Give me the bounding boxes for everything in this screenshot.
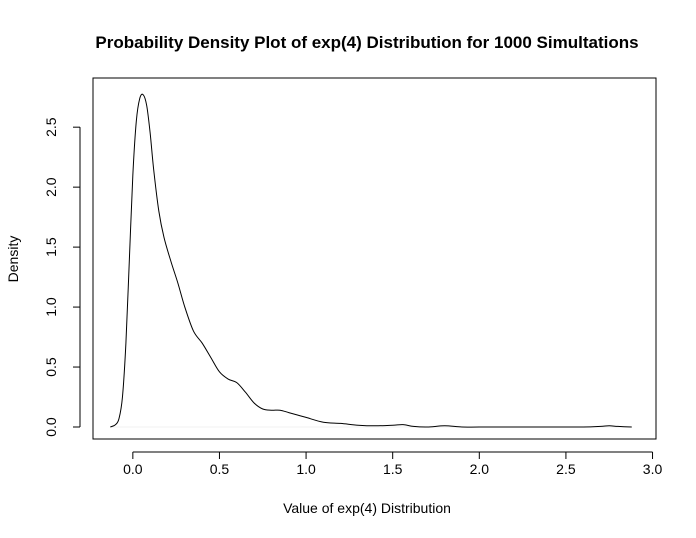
y-tick-label: 0.0 — [43, 417, 59, 437]
y-tick-label: 1.0 — [43, 297, 59, 317]
x-tick-label: 2.5 — [556, 461, 576, 477]
x-tick-label: 0.5 — [210, 461, 230, 477]
x-tick-label: 2.0 — [470, 461, 490, 477]
x-tick-label: 3.0 — [643, 461, 663, 477]
y-tick-label: 2.5 — [43, 117, 59, 137]
density-curve — [110, 93, 632, 428]
plot-frame — [92, 77, 657, 440]
chart-title: Probability Density Plot of exp(4) Distr… — [95, 33, 638, 52]
y-axis: 0.0 0.5 1.0 1.5 2.0 2.5 — [43, 117, 81, 437]
x-axis: 0.0 0.5 1.0 1.5 2.0 2.5 3.0 — [123, 451, 663, 477]
x-axis-label: Value of exp(4) Distribution — [283, 500, 451, 516]
x-tick-label: 0.0 — [123, 461, 143, 477]
y-tick-label: 1.5 — [43, 237, 59, 257]
y-tick-label: 2.0 — [43, 177, 59, 197]
x-tick-label: 1.0 — [296, 461, 316, 477]
x-tick-label: 1.5 — [383, 461, 403, 477]
y-tick-label: 0.5 — [43, 357, 59, 377]
y-axis-label: Density — [5, 236, 21, 283]
